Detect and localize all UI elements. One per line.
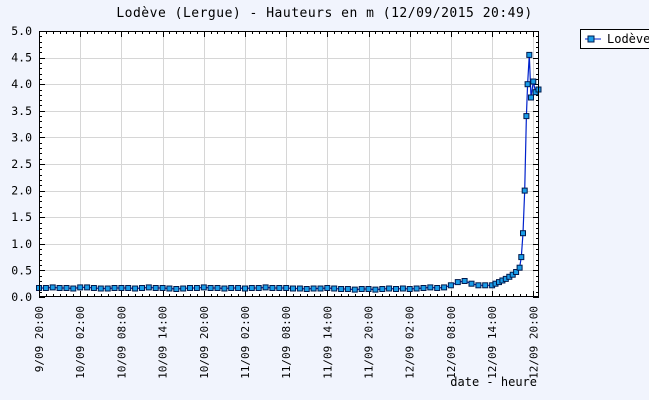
svg-text:12/09 20:00: 12/09 20:00 — [527, 306, 540, 379]
svg-text:2.0: 2.0 — [11, 184, 32, 198]
svg-text:10/09 14:00: 10/09 14:00 — [157, 306, 170, 379]
svg-text:3.5: 3.5 — [11, 104, 32, 118]
legend-series-label: Lodève — [607, 32, 649, 46]
x-axis-title: date - heure — [450, 375, 537, 389]
svg-text:4.5: 4.5 — [11, 51, 32, 65]
svg-text:3.0: 3.0 — [11, 130, 32, 144]
svg-text:12/09 02:00: 12/09 02:00 — [404, 306, 417, 379]
plot-border — [39, 31, 539, 297]
svg-text:9/09 20:00: 9/09 20:00 — [33, 306, 46, 372]
svg-text:10/09 08:00: 10/09 08:00 — [115, 306, 128, 379]
svg-text:11/09 14:00: 11/09 14:00 — [321, 306, 334, 379]
legend-series-marker-icon — [585, 35, 601, 43]
legend-box: Lodève — [580, 29, 649, 49]
svg-text:12/09 08:00: 12/09 08:00 — [445, 306, 458, 379]
svg-text:1.5: 1.5 — [11, 210, 32, 224]
svg-text:10/09 20:00: 10/09 20:00 — [198, 306, 211, 379]
svg-text:0.5: 0.5 — [11, 263, 32, 277]
y-tick-labels: 0.0 0.5 1.0 1.5 2.0 2.5 3.0 3.5 4.0 4.5 5.0 — [11, 24, 32, 304]
svg-text:10/09 02:00: 10/09 02:00 — [74, 306, 87, 379]
svg-text:4.0: 4.0 — [11, 77, 32, 91]
svg-text:11/09 02:00: 11/09 02:00 — [239, 306, 252, 379]
svg-text:5.0: 5.0 — [11, 24, 32, 38]
svg-text:11/09 20:00: 11/09 20:00 — [363, 306, 376, 379]
svg-text:11/09 08:00: 11/09 08:00 — [280, 306, 293, 379]
svg-text:12/09 14:00: 12/09 14:00 — [486, 306, 499, 379]
svg-text:2.5: 2.5 — [11, 157, 32, 171]
svg-text:0.0: 0.0 — [11, 290, 32, 304]
svg-text:1.0: 1.0 — [11, 237, 32, 251]
gridlines — [39, 31, 539, 297]
x-tick-labels: 9/09 20:00 10/09 02:00 10/09 08:00 10/09 14… — [33, 306, 540, 379]
chart-title: Lodève (Lergue) - Hauteurs en m (12/09/2… — [116, 6, 533, 21]
